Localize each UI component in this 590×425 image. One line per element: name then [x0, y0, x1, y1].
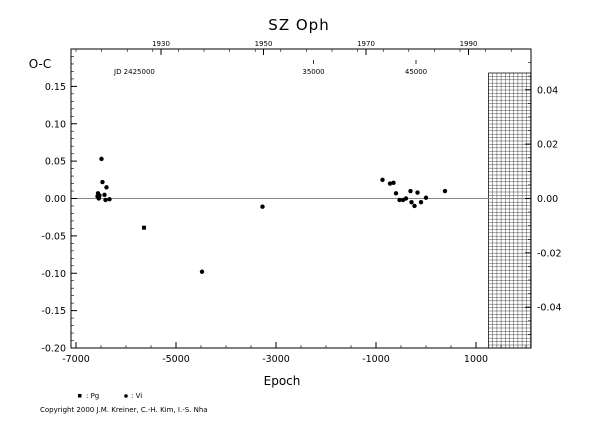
- y-tick-label: -0.15: [41, 306, 66, 317]
- x-tick-label: -3000: [262, 354, 290, 365]
- y-axis-label: O-C: [29, 57, 52, 71]
- y-tick-label: -0.20: [41, 344, 66, 355]
- y-tick-label: -0.05: [41, 231, 66, 242]
- y-tick-label: 0.00: [45, 194, 66, 205]
- data-point-circle: [403, 196, 409, 201]
- right-tick-label: 0.02: [537, 140, 558, 151]
- right-tick-label: -0.04: [537, 303, 562, 314]
- data-point-circle: [380, 177, 385, 183]
- copyright-notice: Copyright 2000 J.M. Kreiner, C.-H. Kim, …: [40, 406, 208, 414]
- legend: : Pg : Vi: [78, 392, 142, 400]
- data-point-circle: [107, 197, 112, 202]
- grid-panel-border: [488, 72, 532, 349]
- year-tick-label: 1930: [152, 40, 170, 48]
- year-tick-label: 1990: [460, 40, 478, 48]
- chart-title: SZ Oph: [268, 16, 329, 34]
- right-tick-label: -0.02: [537, 248, 562, 259]
- legend-label-vi: : Vi: [131, 392, 142, 400]
- data-point-square: [142, 225, 146, 230]
- data-point-circle: [387, 181, 393, 186]
- year-tick-label: 1950: [255, 40, 273, 48]
- data-point-circle: [99, 156, 104, 162]
- grid-panel: [488, 72, 532, 349]
- x-tick-label: -7000: [62, 354, 90, 365]
- data-point-circle: [418, 200, 424, 205]
- data-point-circle: [393, 191, 399, 196]
- legend-marker-circle: [124, 394, 128, 398]
- data-point-circle: [199, 269, 205, 274]
- y-tick-label: 0.05: [45, 157, 66, 168]
- data-point-circle: [408, 188, 413, 194]
- y-tick-label: 0.15: [45, 82, 66, 93]
- x-tick-label: -5000: [162, 354, 190, 365]
- data-points: [95, 156, 448, 274]
- jd-label: JD 2425000: [113, 68, 155, 76]
- data-point-circle: [103, 197, 108, 203]
- data-point-circle: [412, 203, 417, 209]
- right-tick-label: 0.00: [537, 194, 558, 205]
- x-axis-label: Epoch: [264, 374, 301, 388]
- y-tick-label: 0.10: [45, 119, 66, 130]
- right-tick-label: 0.04: [537, 85, 558, 96]
- x-tick-label: -1000: [362, 354, 390, 365]
- jd-tick-label: 45000: [405, 68, 427, 76]
- year-tick-label: 1970: [357, 40, 375, 48]
- data-point-circle: [102, 192, 107, 197]
- data-point-circle: [97, 193, 102, 198]
- data-point-circle: [391, 180, 396, 186]
- data-point-circle: [415, 190, 420, 195]
- data-point-circle: [104, 185, 109, 190]
- x-tick-label: 1000: [464, 354, 488, 365]
- legend-marker-square: [78, 394, 82, 398]
- data-point-circle: [442, 188, 448, 194]
- jd-tick-label: 35000: [302, 68, 324, 76]
- axes: -0.20 -0.15 -0.10 -0.05 0.00 0.05 0.10 0.15 0.04…: [41, 40, 561, 365]
- data-point-circle: [409, 200, 414, 205]
- legend-label-pg: : Pg: [86, 392, 99, 400]
- data-point-circle: [397, 197, 402, 203]
- data-point-circle: [423, 195, 429, 200]
- data-point-circle: [260, 204, 265, 209]
- y-tick-label: -0.10: [41, 269, 66, 280]
- data-point-circle: [100, 179, 105, 185]
